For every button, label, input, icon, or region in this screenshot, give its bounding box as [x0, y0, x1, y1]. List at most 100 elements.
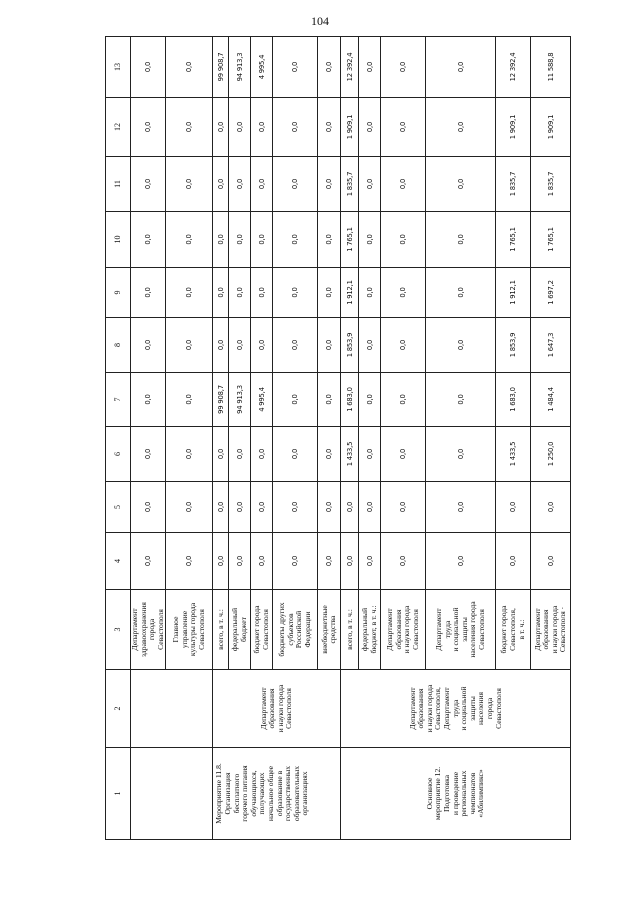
amount-cell: 1 909,1	[340, 97, 359, 157]
amount-cell: 0,0	[165, 267, 213, 318]
amount-cell: 0,0	[228, 97, 251, 157]
amount-cell: 0,0	[358, 97, 381, 157]
responsible-executor-cell: Департамент образования и науки города С…	[340, 669, 571, 748]
amount-cell: 0,0	[130, 317, 166, 373]
amount-cell: 0,0	[317, 532, 341, 590]
amount-cell: 0,0	[250, 481, 273, 533]
funding-source-cell: Главное управление культуры города Севас…	[165, 589, 213, 670]
amount-cell: 1 765,1	[495, 211, 531, 268]
table-row: Основное мероприятие 12. Подготовка и пр…	[340, 36, 571, 840]
amount-cell: 99 908,7	[212, 36, 229, 98]
amount-cell: 0,0	[250, 426, 273, 482]
amount-cell: 0,0	[130, 211, 166, 268]
amount-cell: 0,0	[272, 532, 318, 590]
amount-cell: 1 250,0	[530, 426, 571, 482]
amount-cell: 0,0	[228, 267, 251, 318]
amount-cell: 0,0	[250, 267, 273, 318]
amount-cell: 0,0	[425, 97, 496, 157]
amount-cell: 0,0	[165, 372, 213, 427]
amount-cell: 0,0	[250, 156, 273, 212]
amount-cell: 0,0	[495, 481, 531, 533]
amount-cell: 4 995,4	[250, 36, 273, 98]
amount-cell: 0,0	[358, 372, 381, 427]
amount-cell: 0,0	[165, 36, 213, 98]
amount-cell: 0,0	[228, 426, 251, 482]
funding-source-cell: бюджет города Севастополя, в т. ч.:	[495, 589, 531, 670]
amount-cell: 0,0	[358, 36, 381, 98]
amount-cell: 0,0	[358, 532, 381, 590]
amount-cell: 0,0	[317, 481, 341, 533]
amount-cell: 0,0	[317, 156, 341, 212]
amount-cell: 0,0	[250, 211, 273, 268]
amount-cell: 1 909,1	[495, 97, 531, 157]
amount-cell: 1 909,1	[530, 97, 571, 157]
amount-cell: 0,0	[250, 317, 273, 373]
amount-cell: 0,0	[358, 156, 381, 212]
funding-source-cell: бюджеты других субъектов Российской Феде…	[272, 589, 318, 670]
amount-cell: 0,0	[380, 267, 426, 318]
activity-name-cell: Основное мероприятие 12. Подготовка и пр…	[340, 747, 571, 840]
amount-cell: 0,0	[228, 532, 251, 590]
responsible-executor-cell: Департамент образования и науки города С…	[212, 669, 341, 748]
amount-cell: 12 392,4	[495, 36, 531, 98]
amount-cell: 0,0	[165, 97, 213, 157]
amount-cell: 0,0	[165, 481, 213, 533]
amount-cell: 1 697,2	[530, 267, 571, 318]
amount-cell: 0,0	[317, 426, 341, 482]
column-number-header: 9	[105, 267, 131, 318]
amount-cell: 1 683,0	[340, 372, 359, 427]
column-number-header: 5	[105, 481, 131, 533]
funding-source-cell: Департамент труда и социальной защиты на…	[425, 589, 496, 670]
column-number-header: 12	[105, 97, 131, 157]
amount-cell: 1 765,1	[340, 211, 359, 268]
amount-cell: 0,0	[380, 317, 426, 373]
amount-cell: 0,0	[250, 97, 273, 157]
funding-source-cell: бюджет города Севастополя	[250, 589, 273, 670]
amount-cell: 12 392,4	[340, 36, 359, 98]
amount-cell: 1 853,9	[340, 317, 359, 373]
amount-cell: 0,0	[130, 481, 166, 533]
amount-cell: 0,0	[228, 156, 251, 212]
column-number-header: 1	[105, 747, 131, 840]
responsible-executor-cell	[130, 669, 213, 748]
amount-cell: 0,0	[380, 211, 426, 268]
column-number-header: 13	[105, 36, 131, 98]
header-row: 1 2 3 4 5 6 7 8 9 10 11 12 13	[105, 36, 131, 840]
amount-cell: 1 433,5	[495, 426, 531, 482]
table-row: Департамент здравоохранения города Севас…	[130, 36, 213, 840]
amount-cell: 0,0	[317, 36, 341, 98]
funding-source-cell: федеральный бюджет, в т. ч.:	[358, 589, 381, 670]
amount-cell: 0,0	[212, 532, 229, 590]
budget-table: 1 2 3 4 5 6 7 8 9 10 11 12 13 Департамент здравоохран…	[105, 36, 572, 840]
amount-cell: 4 995,4	[250, 372, 273, 427]
amount-cell: 0,0	[340, 481, 359, 533]
amount-cell: 0,0	[130, 372, 166, 427]
amount-cell: 0,0	[212, 211, 229, 268]
column-number-header: 4	[105, 532, 131, 590]
amount-cell: 0,0	[358, 481, 381, 533]
amount-cell: 0,0	[425, 481, 496, 533]
amount-cell: 1 835,7	[530, 156, 571, 212]
amount-cell: 0,0	[130, 532, 166, 590]
amount-cell: 0,0	[358, 267, 381, 318]
page-number: 104	[311, 14, 329, 28]
amount-cell: 0,0	[380, 36, 426, 98]
amount-cell: 1 765,1	[530, 211, 571, 268]
amount-cell: 0,0	[272, 317, 318, 373]
amount-cell: 0,0	[530, 532, 571, 590]
amount-cell: 0,0	[380, 372, 426, 427]
amount-cell: 0,0	[212, 156, 229, 212]
column-number-header: 6	[105, 426, 131, 482]
amount-cell: 0,0	[130, 36, 166, 98]
amount-cell: 0,0	[425, 372, 496, 427]
amount-cell: 0,0	[165, 426, 213, 482]
amount-cell: 0,0	[317, 372, 341, 427]
amount-cell: 1 835,7	[495, 156, 531, 212]
amount-cell: 0,0	[130, 97, 166, 157]
activity-name-cell	[130, 747, 213, 840]
amount-cell: 0,0	[212, 426, 229, 482]
amount-cell: 0,0	[272, 156, 318, 212]
amount-cell: 0,0	[317, 267, 341, 318]
amount-cell: 0,0	[380, 481, 426, 533]
amount-cell: 0,0	[425, 532, 496, 590]
